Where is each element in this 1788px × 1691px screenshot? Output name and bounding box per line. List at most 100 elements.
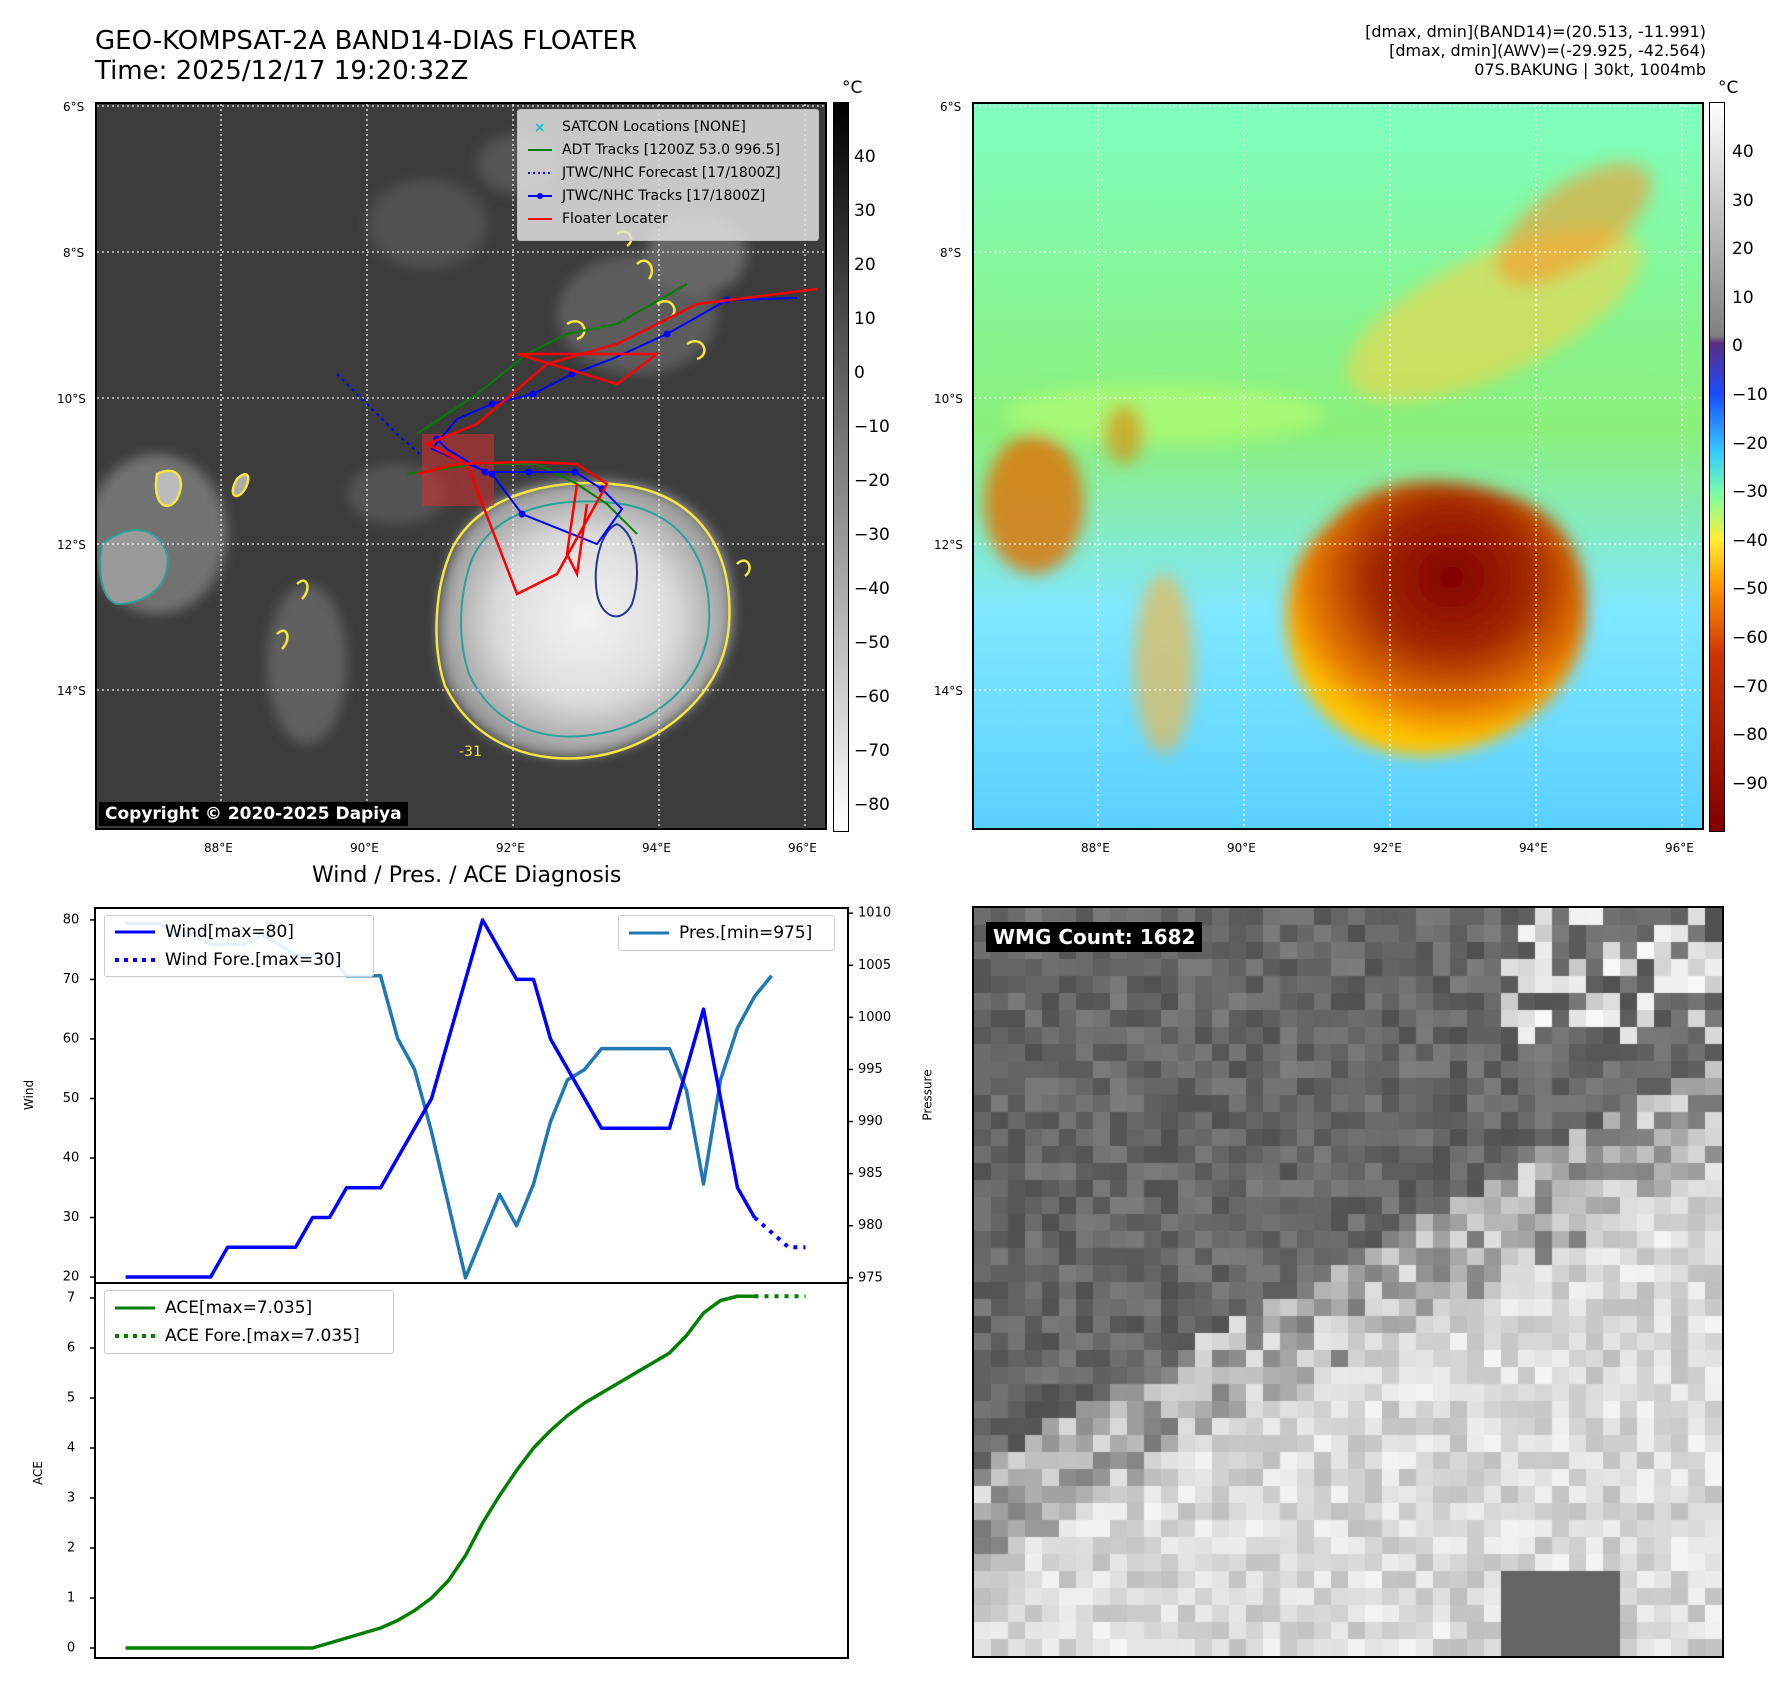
ace-legend: ACE[max=7.035] ACE Fore.[max=7.035] bbox=[104, 1290, 394, 1354]
figure-title: GEO-KOMPSAT-2A BAND14-DIAS FLOATER Time:… bbox=[95, 26, 637, 86]
lat-label: 8°S bbox=[63, 246, 85, 260]
colorbar-tick: −40 bbox=[854, 579, 890, 599]
pressure-legend: Pres.[min=975] bbox=[618, 915, 835, 951]
wind-tick-label: 20 bbox=[63, 1270, 80, 1285]
legend-adt: ADT Tracks [1200Z 53.0 996.5] bbox=[528, 139, 780, 161]
contour-label: -31 bbox=[459, 744, 482, 760]
colorbar-tick: −60 bbox=[854, 687, 890, 707]
right-colorbar bbox=[1709, 102, 1725, 832]
colorbar-tick: −70 bbox=[854, 741, 890, 761]
ace-tick-label: 1 bbox=[67, 1591, 75, 1606]
enhanced-ir-panel bbox=[972, 102, 1704, 830]
pressure-tick-label: 980 bbox=[858, 1218, 883, 1233]
colorbar-tick: −40 bbox=[1732, 530, 1768, 551]
wind-tick-label: 40 bbox=[63, 1151, 80, 1166]
lat-label: 12°S bbox=[57, 538, 86, 552]
ace-tick-label: 2 bbox=[67, 1541, 75, 1556]
colorbar-tick: −80 bbox=[854, 795, 890, 815]
colorbar-tick: −70 bbox=[1732, 676, 1768, 697]
map-legend: × SATCON Locations [NONE] ADT Tracks [12… bbox=[517, 109, 819, 241]
wind-tick-label: 50 bbox=[63, 1091, 80, 1106]
series-line bbox=[753, 1216, 806, 1250]
solid-line-icon bbox=[629, 931, 669, 935]
colorbar-tick: −50 bbox=[854, 633, 890, 653]
title-time: Time: 2025/12/17 19:20:32Z bbox=[95, 56, 469, 86]
lat-label: 8°S bbox=[940, 246, 962, 260]
legend-jtwc-forecast: JTWC/NHC Forecast [17/1800Z] bbox=[528, 162, 781, 184]
ace-tick-label: 5 bbox=[67, 1391, 75, 1406]
x-marker-icon: × bbox=[534, 120, 546, 134]
svg-text:×: × bbox=[534, 120, 546, 134]
legend-floater: Floater Locater bbox=[528, 208, 668, 230]
solid-line-icon bbox=[115, 1306, 155, 1310]
colorbar-tick: −30 bbox=[1732, 482, 1768, 503]
lon-label: 96°E bbox=[788, 841, 817, 855]
legend-wind: Wind[max=80] bbox=[115, 918, 294, 946]
solid-line-icon bbox=[528, 149, 552, 151]
wind-tick-label: 80 bbox=[63, 912, 80, 927]
colorbar-tick: 0 bbox=[1732, 336, 1743, 357]
copyright-label: Copyright © 2020-2025 Dapiya bbox=[99, 802, 408, 826]
lon-label: 88°E bbox=[204, 841, 233, 855]
wmg-count-badge: WMG Count: 1682 bbox=[986, 922, 1203, 952]
lon-label: 94°E bbox=[1519, 841, 1548, 855]
colorbar-tick: 40 bbox=[854, 147, 876, 167]
lon-label: 88°E bbox=[1081, 841, 1110, 855]
colorbar-tick: −20 bbox=[854, 471, 890, 491]
dotted-line-icon bbox=[528, 172, 552, 174]
colorbar-tick: −20 bbox=[1732, 433, 1768, 454]
enhanced-ir-image bbox=[974, 104, 1702, 828]
pressure-tick-label: 1000 bbox=[858, 1010, 891, 1025]
lat-label: 14°S bbox=[57, 684, 86, 698]
colorbar-tick: −30 bbox=[854, 525, 890, 545]
colorbar-tick: 20 bbox=[1732, 239, 1754, 260]
legend-ace: ACE[max=7.035] bbox=[115, 1294, 312, 1322]
colorbar-tick: −60 bbox=[1732, 628, 1768, 648]
colorbar-tick: 0 bbox=[854, 363, 865, 383]
colorbar-tick: −50 bbox=[1732, 579, 1768, 600]
pressure-tick-label: 985 bbox=[858, 1166, 883, 1181]
colorbar-tick: −90 bbox=[1732, 773, 1768, 794]
stats-awv: [dmax, dmin](AWV)=(-29.925, -42.564) bbox=[1389, 41, 1706, 60]
lon-label: 92°E bbox=[496, 841, 525, 855]
ace-tick-label: 3 bbox=[67, 1491, 75, 1506]
lon-label: 96°E bbox=[1665, 841, 1694, 855]
diagnosis-title: Wind / Pres. / ACE Diagnosis bbox=[312, 863, 622, 888]
ace-axis-label: ACE bbox=[30, 1461, 45, 1485]
stats-band14: [dmax, dmin](BAND14)=(20.513, -11.991) bbox=[1365, 22, 1706, 41]
solid-line-icon bbox=[528, 218, 552, 220]
pressure-tick-label: 975 bbox=[858, 1270, 883, 1285]
storm-info: 07S.BAKUNG | 30kt, 1004mb bbox=[1474, 60, 1706, 79]
colorbar-tick: 30 bbox=[854, 201, 876, 221]
title-satellite: GEO-KOMPSAT-2A BAND14-DIAS FLOATER bbox=[95, 26, 638, 56]
lon-label: 90°E bbox=[1227, 841, 1256, 855]
colorbar-tick: 20 bbox=[854, 255, 876, 275]
lat-label: 10°S bbox=[57, 392, 86, 406]
lat-label: 10°S bbox=[934, 392, 963, 406]
ace-tick-label: 7 bbox=[67, 1291, 75, 1306]
dotted-line-icon bbox=[115, 1334, 155, 1338]
wind-tick-label: 70 bbox=[63, 972, 80, 987]
colorbar-tick: −80 bbox=[1732, 725, 1768, 746]
legend-jtwc-tracks: JTWC/NHC Tracks [17/1800Z] bbox=[528, 185, 765, 207]
colorbar-tick: −10 bbox=[1732, 385, 1768, 405]
colorbar-tick: 10 bbox=[854, 309, 876, 329]
lat-label: 6°S bbox=[63, 100, 85, 114]
ace-tick-label: 0 bbox=[67, 1641, 75, 1656]
wind-legend: Wind[max=80] Wind Fore.[max=30] bbox=[104, 915, 374, 977]
solid-line-icon bbox=[115, 930, 155, 934]
pressure-tick-label: 990 bbox=[858, 1114, 883, 1129]
pressure-tick-label: 1005 bbox=[858, 958, 891, 973]
lat-label: 14°S bbox=[934, 684, 963, 698]
colorbar-tick: 10 bbox=[1732, 287, 1754, 308]
colorbar-unit: °C bbox=[842, 78, 863, 98]
legend-wind-forecast: Wind Fore.[max=30] bbox=[115, 946, 341, 974]
legend-satcon: × SATCON Locations [NONE] bbox=[528, 116, 746, 138]
colorbar-tick: −10 bbox=[854, 417, 890, 437]
dotted-line-icon bbox=[115, 958, 155, 962]
lon-label: 94°E bbox=[642, 841, 671, 855]
pressure-axis-label: Pressure bbox=[920, 1069, 935, 1121]
legend-ace-forecast: ACE Fore.[max=7.035] bbox=[115, 1322, 360, 1350]
pressure-tick-label: 1010 bbox=[858, 906, 891, 921]
colorbar-unit: °C bbox=[1718, 78, 1739, 98]
